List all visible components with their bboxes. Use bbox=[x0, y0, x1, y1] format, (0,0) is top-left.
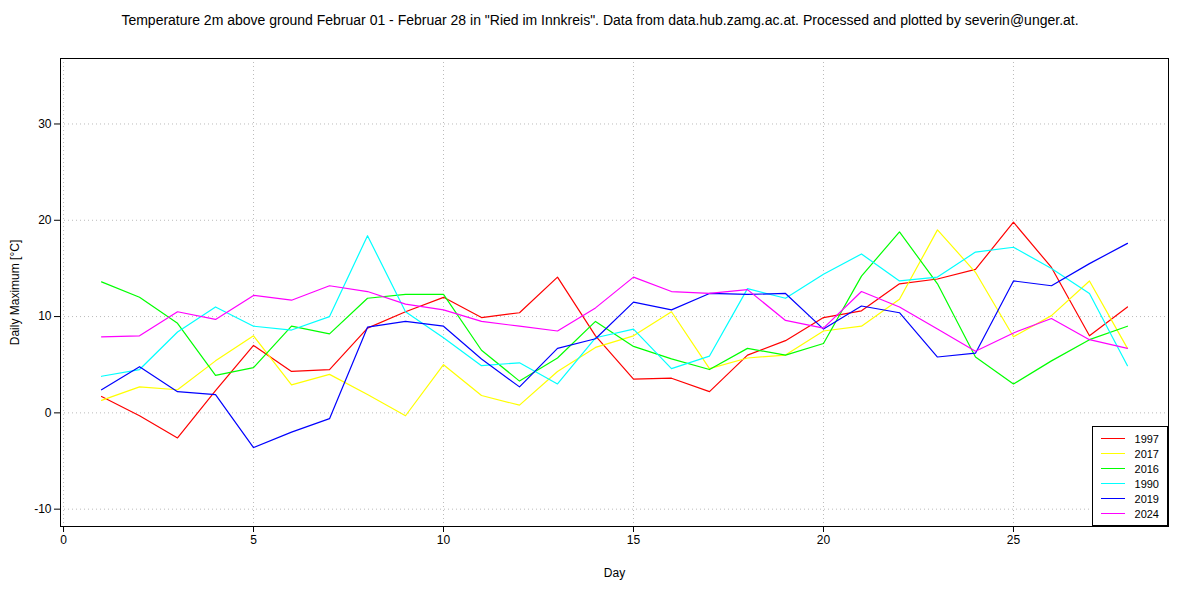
html-text:Temperature 2m above ground Fe: Temperature 2m above ground Februar 01 -… bbox=[121, 12, 1079, 28]
svg-text:30: 30 bbox=[38, 117, 52, 131]
svg-text:Day: Day bbox=[604, 566, 625, 580]
html-text:2017: 2017 bbox=[1134, 447, 1159, 460]
svg-text:0: 0 bbox=[45, 406, 52, 420]
svg-text:5: 5 bbox=[250, 533, 257, 547]
html-text:2016: 2016 bbox=[1134, 462, 1159, 475]
svg-text:10: 10 bbox=[437, 533, 451, 547]
svg-text:10: 10 bbox=[38, 309, 52, 323]
svg-text:25: 25 bbox=[1007, 533, 1021, 547]
svg-text:20: 20 bbox=[38, 213, 52, 227]
html-text:2024: 2024 bbox=[1134, 507, 1159, 520]
svg-text:0: 0 bbox=[60, 533, 67, 547]
svg-text:-10: -10 bbox=[34, 502, 52, 516]
svg-text:20: 20 bbox=[817, 533, 831, 547]
html-text:1997: 1997 bbox=[1134, 432, 1159, 445]
html-text:1990: 1990 bbox=[1134, 477, 1159, 490]
html-text:2019: 2019 bbox=[1134, 492, 1159, 505]
svg-text:15: 15 bbox=[627, 533, 641, 547]
svg-text:Daily Maximum [°C]: Daily Maximum [°C] bbox=[8, 240, 22, 345]
